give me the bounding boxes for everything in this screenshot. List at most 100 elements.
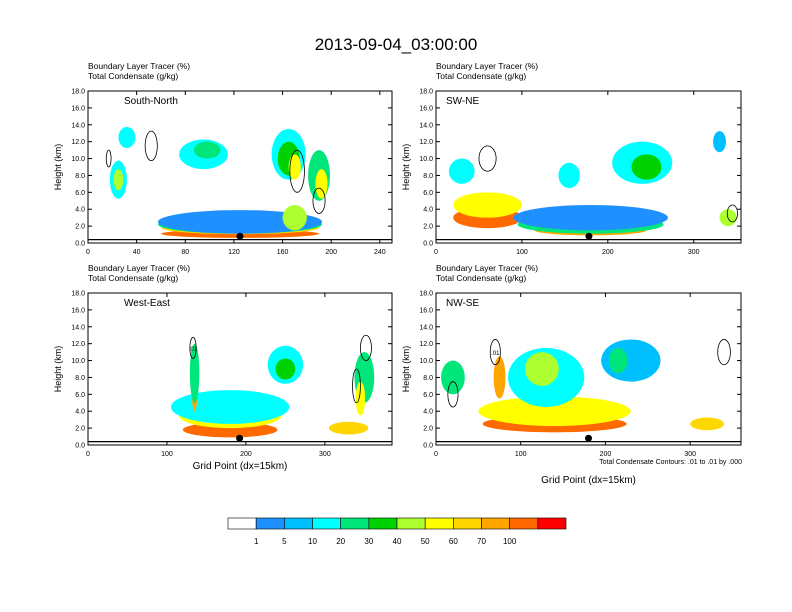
x-tick-label: 100	[515, 451, 527, 458]
y-tick-label: 12.0	[419, 341, 433, 348]
colorbar-box	[227, 517, 257, 530]
tracer-blob	[328, 421, 369, 435]
x-tick-label: 0	[86, 249, 90, 256]
panel-label: SW-NE	[446, 96, 479, 107]
y-tick-label: 8.0	[75, 375, 85, 382]
center-marker	[236, 232, 244, 240]
colorbar-box	[255, 517, 285, 530]
condensate-contour	[144, 130, 158, 162]
x-tick-label: 200	[325, 249, 337, 256]
x-tick-label: 300	[688, 249, 700, 256]
colorbar-box	[424, 517, 454, 530]
plot-frame	[87, 292, 393, 446]
center-marker	[585, 434, 592, 442]
colorbar-box	[340, 517, 370, 530]
tracer-blob	[288, 154, 301, 180]
x-tick-label: 160	[277, 249, 289, 256]
panel-label: West-East	[124, 298, 170, 309]
tracer-blob	[453, 192, 522, 218]
tracer-blob	[448, 158, 475, 184]
center-marker	[585, 232, 593, 240]
tracer-blob	[113, 169, 124, 191]
terrain-floor	[88, 441, 392, 445]
panel-header-tracer: Boundary Layer Tracer (%)	[436, 61, 538, 71]
tracer-field	[436, 131, 741, 243]
y-tick-label: 12.0	[419, 139, 433, 146]
tracer-blob	[170, 390, 290, 424]
y-tick-label: 6.0	[423, 190, 433, 197]
x-tick-label: 100	[161, 451, 173, 458]
y-tick-label: 10.0	[419, 358, 433, 365]
panel-header-tracer: Boundary Layer Tracer (%)	[88, 263, 190, 273]
plot-frame	[435, 292, 742, 446]
figure-title: 2013-09-04_03:00:00	[315, 35, 478, 54]
tracer-blob	[690, 417, 725, 431]
y-tick-label: 6.0	[75, 190, 85, 197]
condensate-contour	[352, 368, 361, 404]
x-tick-label: 300	[684, 451, 696, 458]
x-tick-label: 40	[133, 249, 141, 256]
plot-frame	[87, 90, 393, 244]
x-tick-label: 0	[86, 451, 90, 458]
y-tick-label: 8.0	[423, 173, 433, 180]
y-tick-label: 0.0	[75, 443, 85, 450]
y-tick-label: 12.0	[71, 341, 85, 348]
y-tick-label: 14.0	[71, 122, 85, 129]
tracer-blob	[193, 141, 221, 159]
colorbar-label: 10	[308, 537, 317, 546]
colorbar-box	[481, 517, 510, 530]
y-axis-label: Height (km)	[401, 346, 411, 393]
x-tick-label: 200	[600, 451, 612, 458]
center-marker	[236, 434, 244, 442]
terrain-floor	[88, 239, 392, 243]
y-tick-label: 18.0	[419, 89, 433, 96]
y-tick-label: 12.0	[71, 139, 85, 146]
colorbar-label: 1	[254, 537, 259, 546]
panel-header-condensate: Total Condensate (g/kg)	[88, 273, 178, 283]
tracer-blob	[608, 347, 628, 374]
panel-header-condensate: Total Condensate (g/kg)	[436, 71, 526, 81]
y-tick-label: 4.0	[75, 207, 85, 214]
y-tick-label: 2.0	[423, 426, 433, 433]
colorbar-box	[312, 517, 341, 530]
y-tick-label: 18.0	[71, 89, 85, 96]
tracer-field	[436, 339, 741, 445]
plot-frame	[435, 90, 742, 244]
tracer-blob	[631, 154, 662, 180]
panel-header-tracer: Boundary Layer Tracer (%)	[88, 61, 190, 71]
colorbar-label: 5	[282, 537, 287, 546]
panel-header-condensate: Total Condensate (g/kg)	[88, 71, 178, 81]
y-tick-label: 2.0	[423, 224, 433, 231]
tracer-blob	[441, 360, 465, 395]
colorbar-box	[509, 517, 539, 530]
terrain-floor	[436, 441, 741, 445]
y-tick-label: 6.0	[75, 392, 85, 399]
condensate-contour	[312, 187, 326, 214]
chart-panel: Boundary Layer Tracer (%)Total Condensat…	[401, 263, 742, 486]
panel-header-tracer: Boundary Layer Tracer (%)	[436, 263, 538, 273]
condensate-contour	[360, 334, 372, 361]
y-tick-label: 16.0	[419, 105, 433, 112]
contour-note: Total Condensate Contours: .01 to .01 by…	[599, 459, 742, 466]
chart-panel: Boundary Layer Tracer (%)Total Condensat…	[53, 61, 393, 256]
colorbar-label: 40	[393, 537, 402, 546]
terrain-floor	[436, 239, 741, 243]
tracer-blob	[524, 352, 559, 386]
y-tick-label: 16.0	[71, 105, 85, 112]
x-axis-label: Grid Point (dx=15km)	[541, 475, 636, 486]
condensate-contour	[105, 149, 112, 168]
colorbar-label: 50	[421, 537, 430, 546]
x-tick-label: 300	[319, 451, 331, 458]
y-tick-label: 10.0	[71, 156, 85, 163]
condensate-contour	[289, 149, 305, 193]
x-tick-label: 120	[228, 249, 240, 256]
panel-header-condensate: Total Condensate (g/kg)	[436, 273, 526, 283]
contour-label: .01	[189, 347, 198, 353]
x-tick-label: 80	[181, 249, 189, 256]
y-tick-label: 10.0	[419, 156, 433, 163]
x-tick-label: 240	[374, 249, 386, 256]
condensate-contour	[447, 381, 459, 408]
tracer-blob	[355, 381, 366, 416]
colorbar-box	[284, 517, 313, 530]
